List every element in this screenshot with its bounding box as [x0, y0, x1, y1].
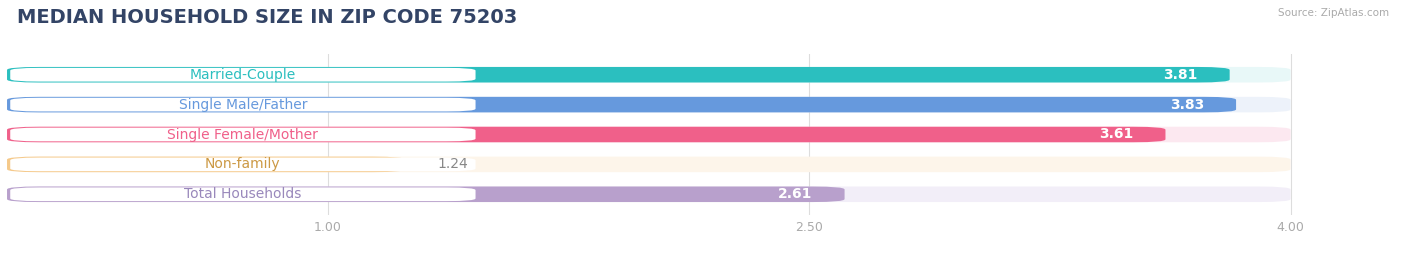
FancyBboxPatch shape: [10, 98, 475, 111]
Text: 3.83: 3.83: [1170, 98, 1204, 112]
Text: 2.61: 2.61: [778, 187, 813, 201]
Text: 3.81: 3.81: [1163, 68, 1198, 82]
FancyBboxPatch shape: [10, 68, 475, 82]
Text: Source: ZipAtlas.com: Source: ZipAtlas.com: [1278, 8, 1389, 18]
FancyBboxPatch shape: [7, 67, 1230, 83]
FancyBboxPatch shape: [7, 127, 1291, 142]
Text: Single Female/Mother: Single Female/Mother: [167, 128, 318, 141]
Text: MEDIAN HOUSEHOLD SIZE IN ZIP CODE 75203: MEDIAN HOUSEHOLD SIZE IN ZIP CODE 75203: [17, 8, 517, 27]
FancyBboxPatch shape: [7, 157, 405, 172]
FancyBboxPatch shape: [10, 187, 475, 201]
Text: Married-Couple: Married-Couple: [190, 68, 297, 82]
FancyBboxPatch shape: [7, 157, 1291, 172]
FancyBboxPatch shape: [7, 67, 1291, 83]
Text: 3.61: 3.61: [1099, 128, 1133, 141]
FancyBboxPatch shape: [7, 97, 1291, 112]
FancyBboxPatch shape: [7, 127, 1166, 142]
FancyBboxPatch shape: [7, 186, 845, 202]
FancyBboxPatch shape: [10, 128, 475, 141]
FancyBboxPatch shape: [7, 97, 1236, 112]
Text: Single Male/Father: Single Male/Father: [179, 98, 307, 112]
FancyBboxPatch shape: [10, 158, 475, 171]
Text: Total Households: Total Households: [184, 187, 301, 201]
Text: 1.24: 1.24: [437, 157, 468, 171]
FancyBboxPatch shape: [7, 186, 1291, 202]
Text: Non-family: Non-family: [205, 157, 281, 171]
